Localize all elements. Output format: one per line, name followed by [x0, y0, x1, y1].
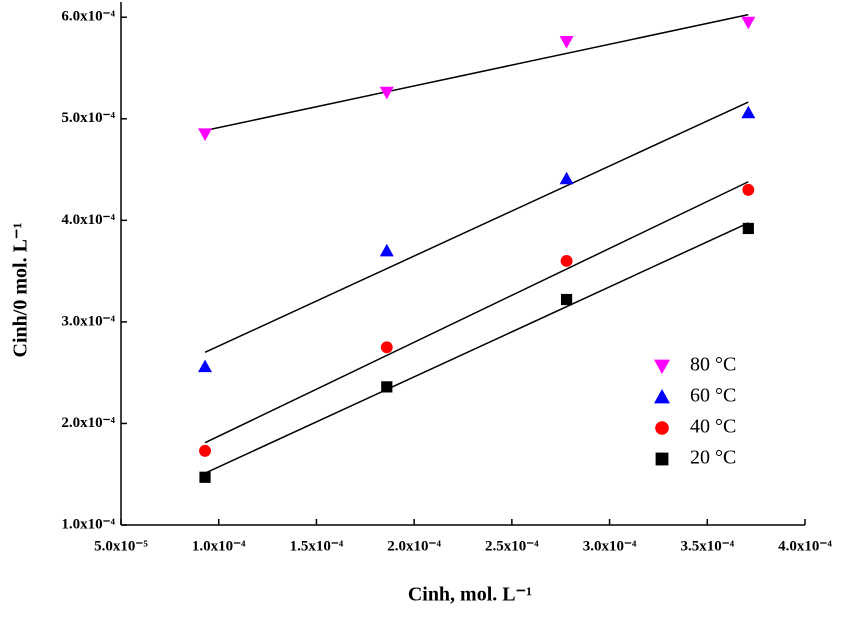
y-tick-label: 3.0x10⁻⁴: [61, 313, 115, 329]
point: [742, 222, 754, 235]
legend-label: 20 °C: [690, 447, 736, 469]
point: [560, 255, 573, 267]
x-tick-label: 1.0x10⁻⁴: [192, 538, 246, 554]
x-tick-label: 3.0x10⁻⁴: [583, 538, 637, 554]
point: [560, 293, 573, 306]
fit-line: [204, 13, 749, 132]
y-tick-label: 6.0x10⁻⁴: [61, 9, 115, 25]
point: [741, 16, 756, 30]
x-axis-label: Cinh, mol. L⁻¹: [408, 584, 532, 606]
point: [199, 444, 211, 457]
point: [198, 128, 213, 142]
legend-marker: [655, 452, 669, 466]
legend-marker: [654, 389, 670, 404]
legend-marker: [655, 421, 669, 435]
x-tick-label: 2.5x10⁻⁴: [485, 538, 539, 554]
x-tick-label: 3.5x10⁻⁴: [680, 538, 734, 554]
y-tick-label: 5.0x10⁻⁴: [61, 110, 115, 126]
point: [199, 471, 211, 483]
point: [380, 341, 393, 354]
fit-line: [204, 222, 749, 474]
legend-label: 60 °C: [690, 385, 736, 407]
point: [379, 243, 394, 257]
y-tick-label: 1.0x10⁻⁴: [61, 516, 115, 532]
point: [559, 36, 574, 49]
point: [741, 105, 756, 119]
legend-marker: [654, 359, 670, 374]
point: [559, 171, 574, 185]
x-tick-label: 5.0x10⁻⁵: [94, 538, 148, 554]
point: [198, 359, 213, 373]
y-axis-label: Cinh/0 mol. L⁻¹: [10, 223, 32, 358]
fit-line: [204, 101, 749, 354]
legend-label: 40 °C: [690, 416, 736, 438]
x-tick-label: 1.5x10⁻⁴: [290, 538, 344, 554]
point: [379, 86, 394, 100]
y-tick-label: 4.0x10⁻⁴: [61, 212, 115, 228]
legend-label: 80 °C: [690, 354, 736, 376]
point: [742, 183, 755, 196]
y-tick-label: 2.0x10⁻⁴: [61, 415, 115, 431]
point: [381, 381, 393, 393]
x-tick-label: 4.0x10⁻⁴: [778, 538, 832, 554]
fit-line: [204, 181, 749, 444]
x-tick-label: 2.0x10⁻⁴: [387, 538, 441, 554]
